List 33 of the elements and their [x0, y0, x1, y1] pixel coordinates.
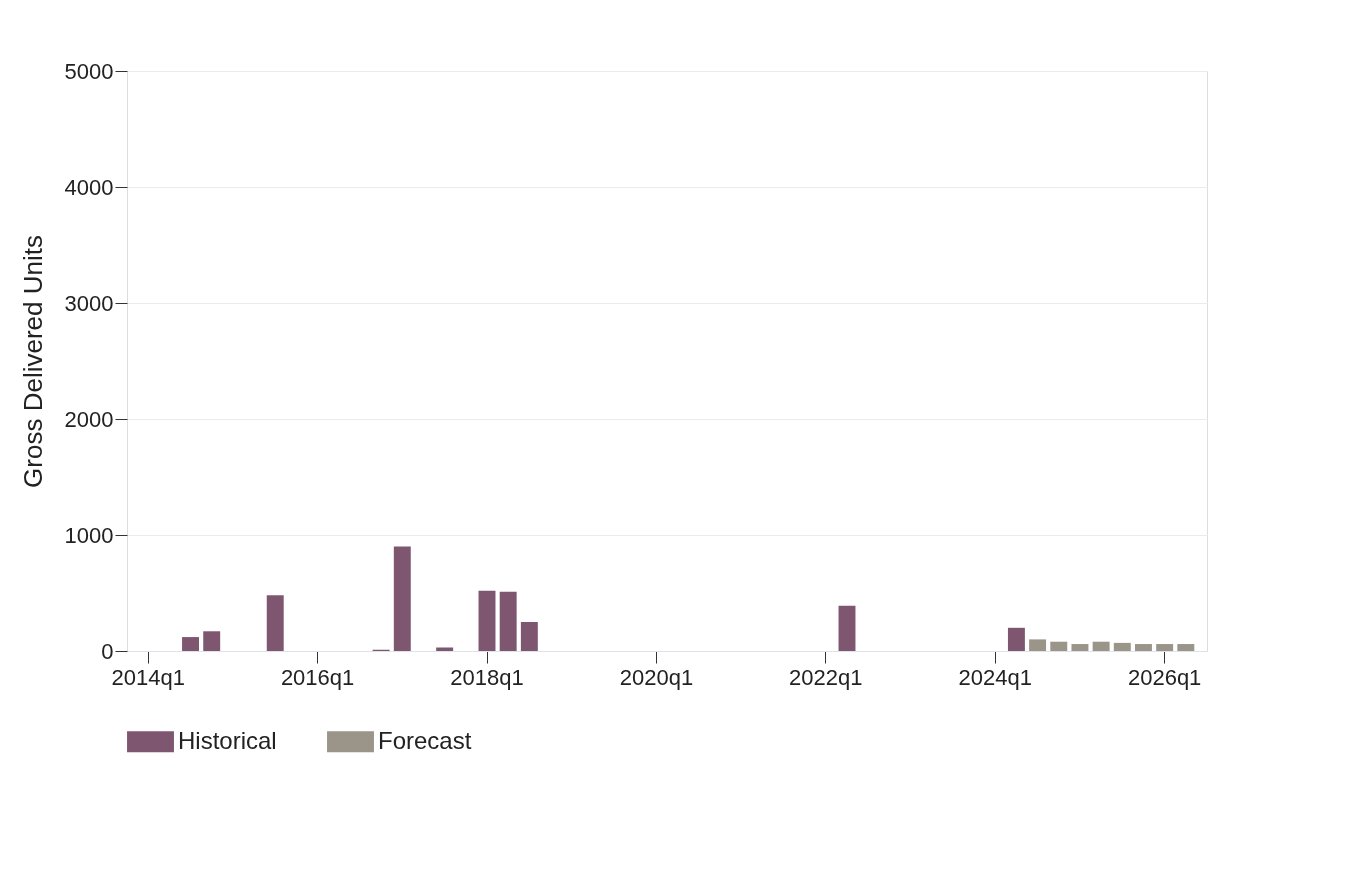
y-tick-label: 5000 — [64, 58, 114, 84]
bar — [1050, 641, 1068, 651]
bar — [1177, 644, 1195, 651]
bar — [393, 546, 411, 651]
bar — [838, 605, 856, 651]
bar — [499, 591, 517, 651]
bar — [1007, 627, 1025, 651]
y-tick-label: 3000 — [64, 290, 114, 316]
y-tick-label: 4000 — [64, 174, 114, 200]
x-tick-label: 2022q1 — [789, 664, 863, 690]
bar — [478, 590, 496, 651]
x-tick-label: 2026q1 — [1127, 664, 1202, 690]
bar — [266, 595, 284, 651]
x-tick-label: 2020q1 — [619, 664, 694, 690]
bar — [1071, 644, 1089, 651]
bar — [1135, 644, 1152, 651]
x-tick-label: 2018q1 — [450, 664, 524, 690]
y-axis-title: Gross Delivered Units — [17, 235, 48, 488]
x-tick-label: 2024q1 — [958, 664, 1032, 690]
bar — [1029, 639, 1047, 651]
legend-label: Forecast — [378, 726, 472, 754]
x-tick-label: 2016q1 — [280, 664, 355, 690]
x-tick-label: 2014q1 — [111, 664, 185, 690]
y-tick-label: 0 — [101, 638, 114, 664]
bar — [1113, 642, 1131, 651]
bar — [203, 631, 221, 651]
bar — [1092, 641, 1110, 651]
bar — [1156, 644, 1174, 651]
y-tick-label: 2000 — [64, 406, 114, 432]
bar — [182, 637, 199, 651]
bar — [520, 622, 538, 651]
y-tick-label: 1000 — [64, 522, 114, 548]
legend-label: Historical — [178, 726, 277, 754]
